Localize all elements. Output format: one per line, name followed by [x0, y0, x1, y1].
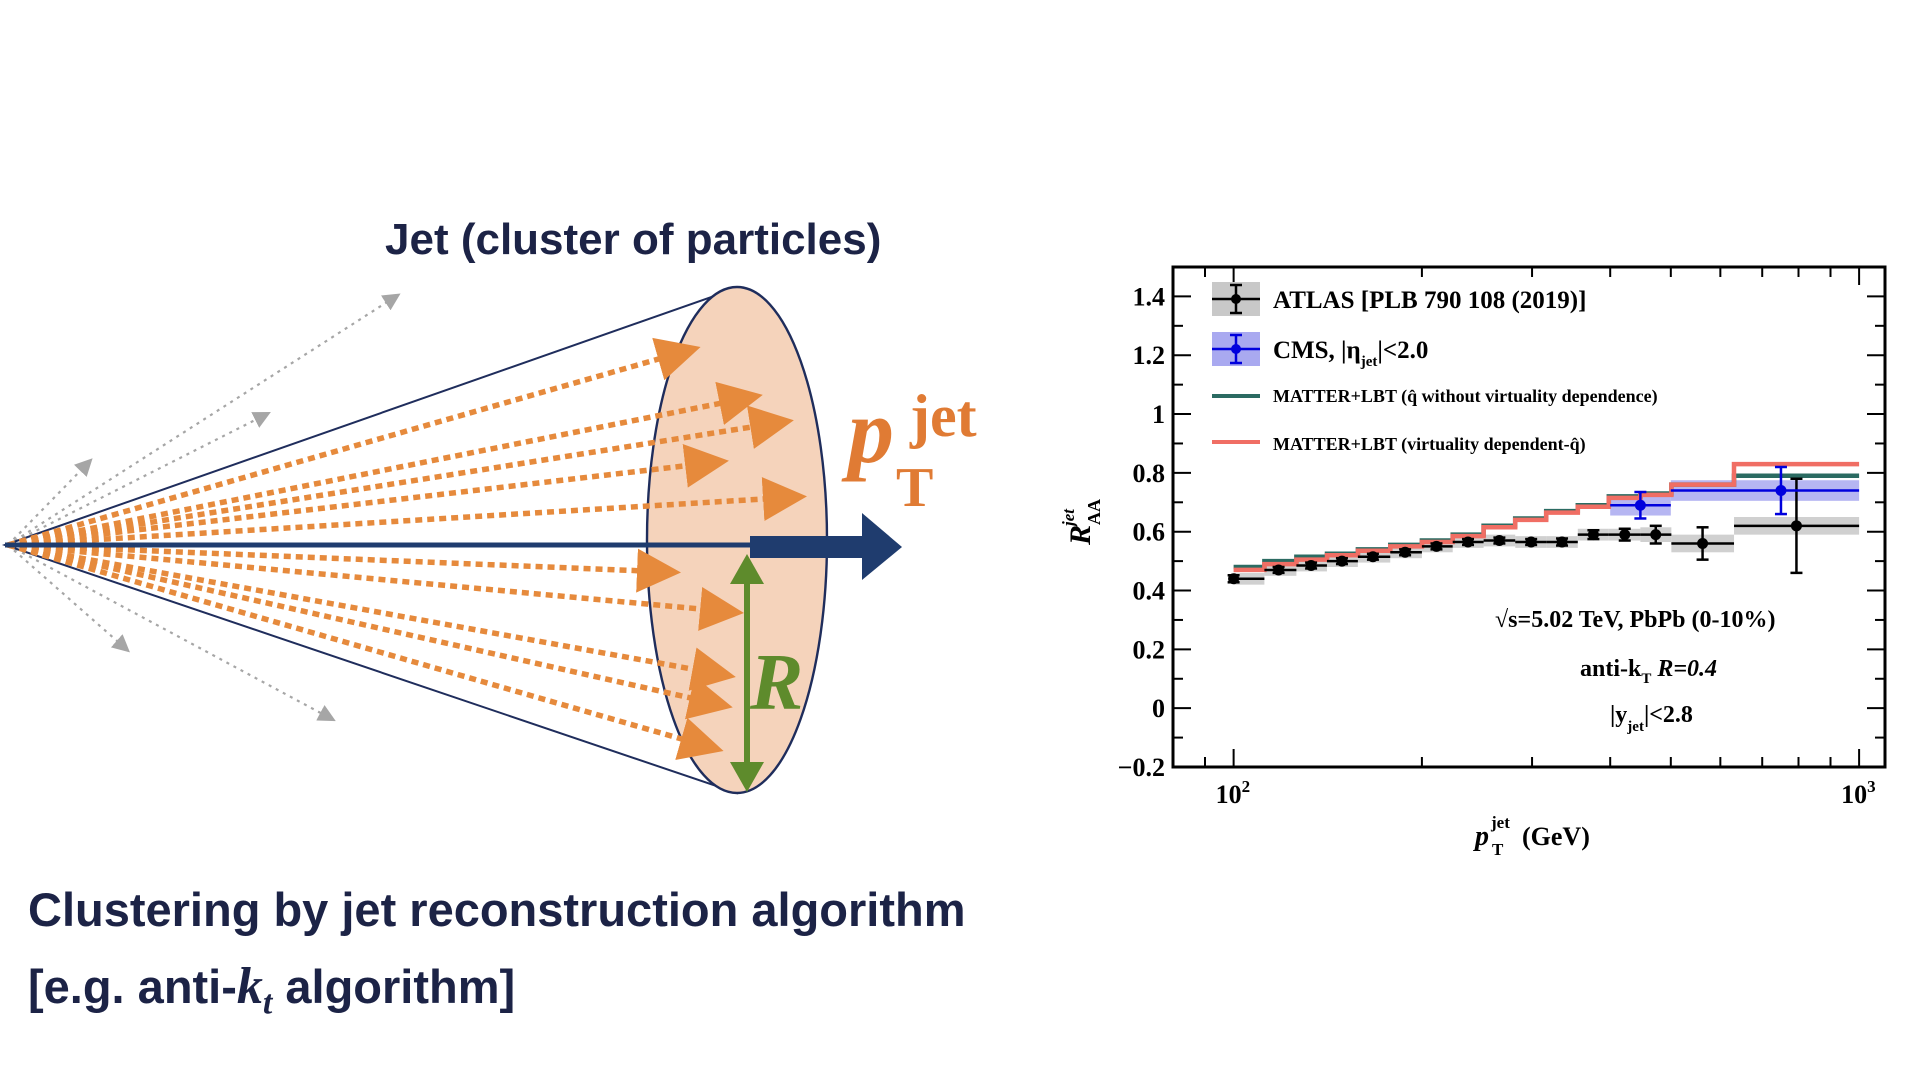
y-tick-label: 0.4: [1133, 577, 1166, 606]
y-tick-label: 0.6: [1133, 518, 1166, 547]
legend-model-1: MATTER+LBT (q̂ without virtuality depend…: [1212, 386, 1658, 407]
pt-jet-label: p jet T: [848, 380, 977, 519]
y-tick-label: 0.8: [1133, 459, 1166, 488]
annotations: √s=5.02 TeV, PbPb (0-10%) anti-kT R=0.4 …: [1495, 607, 1775, 735]
jet-particle-arrows: [7, 337, 807, 761]
svg-text:anti-kT R=0.4: anti-kT R=0.4: [1580, 656, 1717, 687]
svg-text:jet: jet: [1490, 813, 1510, 832]
data-point: [1336, 555, 1348, 567]
systematic-bands: [1233, 480, 1860, 585]
y-tick-label: 1.2: [1133, 341, 1166, 370]
data-points: [1227, 465, 1860, 585]
data-point: [1790, 520, 1802, 532]
x-tick-labels: 102 103: [1216, 777, 1876, 809]
plot-frame: [1171, 265, 1887, 769]
svg-text:jet: jet: [1059, 508, 1078, 529]
legend-atlas: ATLAS [PLB 790 108 (2019)]: [1212, 282, 1586, 316]
data-point: [1587, 529, 1599, 541]
data-point: [1462, 536, 1474, 548]
caption-line-2: [e.g. anti-kt algorithm]: [28, 958, 516, 1022]
svg-text:|yjet|<2.8: |yjet|<2.8: [1610, 702, 1693, 735]
data-point: [1556, 536, 1568, 548]
svg-text:p: p: [1473, 821, 1489, 852]
radius-arrow: [730, 554, 764, 792]
data-point: [1367, 551, 1379, 563]
data-point: [1619, 529, 1631, 541]
y-tick-label: 1.4: [1133, 282, 1166, 311]
legend-model-2: MATTER+LBT (virtuality dependent-q̂): [1212, 434, 1586, 455]
x-axis-label: p jet T (GeV): [1473, 813, 1590, 859]
svg-text:CMS, |ηjet|<2.0: CMS, |ηjet|<2.0: [1273, 337, 1428, 370]
data-point: [1697, 537, 1709, 549]
svg-text:R: R: [1064, 525, 1097, 546]
data-point: [1525, 536, 1537, 548]
svg-text:MATTER+LBT (virtuality depende: MATTER+LBT (virtuality dependent-q̂): [1273, 434, 1586, 455]
svg-text:(GeV): (GeV): [1522, 822, 1590, 851]
data-point: [1399, 546, 1411, 558]
data-point: [1305, 560, 1317, 572]
raa-chart: 1.4 1.2 1 0.8 0.6 0.4 0.2 0 −0.2 102 103 R jet AA…: [1059, 265, 1887, 859]
svg-text:T: T: [1492, 840, 1504, 859]
jet-cone: [1, 286, 738, 795]
data-point: [1650, 529, 1662, 541]
y-tick-labels: 1.4 1.2 1 0.8 0.6 0.4 0.2 0 −0.2: [1118, 282, 1165, 782]
svg-text:MATTER+LBT (q̂ without virtual: MATTER+LBT (q̂ without virtuality depend…: [1273, 386, 1658, 407]
x-tick-label: 102: [1216, 777, 1251, 809]
jet-cone-diagram: [1, 285, 902, 795]
y-tick-label: 0.2: [1133, 635, 1166, 664]
axis-ticks: [1172, 267, 1885, 768]
stray-particle-arrows: [7, 293, 401, 722]
radius-label: R: [750, 639, 804, 727]
svg-text:√s=5.02 TeV, PbPb (0-10%): √s=5.02 TeV, PbPb (0-10%): [1495, 607, 1775, 633]
y-tick-label: −0.2: [1118, 753, 1165, 782]
data-point: [1273, 564, 1285, 576]
caption-line-1: Clustering by jet reconstruction algorit…: [28, 883, 966, 936]
y-tick-label: 0: [1152, 694, 1165, 723]
y-tick-label: 1: [1152, 400, 1165, 429]
data-point: [1775, 485, 1787, 497]
x-tick-label: 103: [1841, 777, 1876, 809]
y-axis-label: R jet AA: [1059, 499, 1104, 546]
data-point: [1430, 540, 1442, 552]
legend: ATLAS [PLB 790 108 (2019)] CMS, |ηjet|<2…: [1212, 282, 1658, 455]
legend-cms: CMS, |ηjet|<2.0: [1212, 332, 1428, 370]
jet-axis-arrow: [5, 513, 902, 580]
data-point: [1634, 499, 1646, 511]
svg-text:ATLAS [PLB 790 108 (2019)]: ATLAS [PLB 790 108 (2019)]: [1273, 287, 1586, 314]
diagram-title: Jet (cluster of particles): [385, 215, 882, 264]
svg-text:AA: AA: [1084, 499, 1104, 525]
data-point: [1228, 573, 1240, 585]
data-point: [1493, 535, 1505, 547]
